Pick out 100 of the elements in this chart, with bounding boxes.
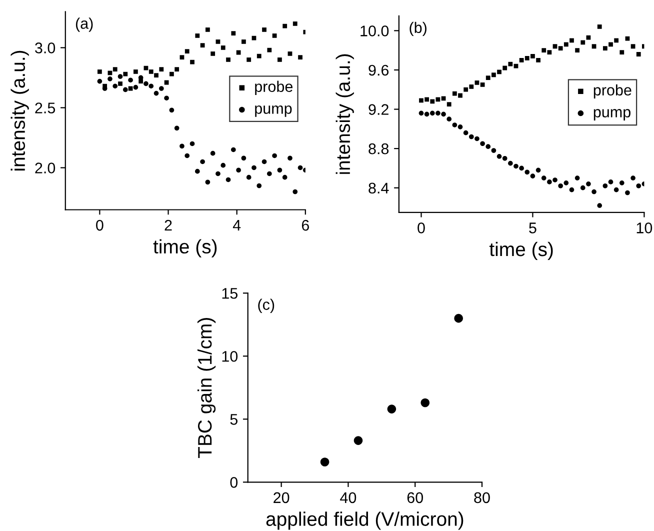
point [210, 52, 216, 56]
point [614, 187, 619, 192]
point [123, 87, 128, 92]
y-tick-label: 5 [230, 414, 238, 425]
x-tick-label: 4 [232, 220, 241, 231]
point [288, 156, 292, 161]
legend-label: pump [594, 109, 630, 120]
point [262, 27, 266, 32]
point [387, 404, 396, 414]
point [226, 177, 231, 182]
point [159, 86, 164, 91]
x-tick-label: 80 [474, 492, 490, 504]
point [424, 97, 430, 102]
point [530, 174, 536, 178]
point [133, 70, 138, 74]
point [597, 24, 602, 29]
point [418, 110, 424, 116]
point [278, 58, 282, 62]
point [580, 185, 586, 190]
point [480, 82, 485, 87]
point [97, 78, 102, 84]
point [592, 189, 596, 194]
point [288, 52, 292, 56]
point [195, 168, 200, 174]
point [190, 60, 194, 64]
point [486, 76, 490, 80]
legend-label: probe [255, 80, 293, 96]
point [636, 183, 642, 188]
point [630, 44, 636, 49]
point [220, 45, 226, 50]
point [236, 168, 241, 173]
point [614, 38, 619, 43]
point [552, 44, 558, 49]
point [586, 182, 591, 186]
point [547, 50, 552, 54]
point [458, 124, 463, 130]
point [133, 84, 138, 90]
y-tick-label: 15 [222, 288, 238, 299]
point [195, 33, 200, 38]
annotation: (a) [76, 18, 93, 32]
x-tick-label: 20 [274, 492, 290, 504]
y-tick-label: 10 [222, 350, 238, 362]
point [446, 102, 452, 107]
point [446, 116, 452, 122]
point [252, 165, 256, 170]
point [108, 70, 112, 76]
point [256, 54, 262, 58]
y-tick-label: 10.0 [360, 26, 389, 36]
point [200, 43, 205, 48]
x-tick-label: 40 [340, 492, 356, 504]
point [148, 70, 154, 74]
point [242, 39, 246, 44]
point [541, 176, 546, 180]
point [118, 74, 123, 79]
point [231, 147, 236, 152]
point [620, 50, 624, 54]
x-tick-label: 0 [96, 220, 104, 231]
point [502, 156, 508, 161]
point [547, 180, 552, 184]
point [144, 66, 148, 70]
point [602, 46, 608, 51]
point [164, 96, 169, 101]
y-axis-title: intensity (a.u.) [10, 50, 29, 170]
point [206, 27, 210, 32]
point [602, 183, 608, 188]
point [619, 180, 624, 186]
annotation: (c) [258, 298, 274, 314]
x-axis-title: time (s) [153, 239, 217, 258]
point [184, 153, 190, 158]
point [241, 156, 246, 161]
point [558, 183, 563, 188]
point [597, 203, 602, 208]
point [231, 31, 236, 36]
point [112, 67, 118, 72]
x-tick-label: 5 [529, 222, 536, 234]
point [454, 314, 463, 323]
point [180, 144, 184, 149]
point [558, 46, 563, 51]
point [123, 72, 128, 76]
point [569, 187, 574, 192]
point [267, 171, 272, 176]
point [436, 110, 440, 116]
point [625, 190, 630, 196]
legend-label: pump [255, 106, 292, 117]
point [468, 134, 474, 140]
point [420, 398, 430, 408]
point [424, 112, 430, 117]
y-tick-label: 3.0 [35, 42, 56, 54]
point [580, 40, 586, 45]
point [246, 58, 252, 62]
point [452, 122, 458, 128]
point [184, 49, 190, 54]
point [608, 180, 614, 184]
point [575, 48, 580, 53]
point [530, 54, 535, 58]
point [463, 130, 468, 136]
point [491, 148, 496, 153]
x-axis-title: time (s) [489, 242, 553, 260]
point [542, 48, 546, 53]
y-tick-label: 9.2 [368, 104, 388, 115]
